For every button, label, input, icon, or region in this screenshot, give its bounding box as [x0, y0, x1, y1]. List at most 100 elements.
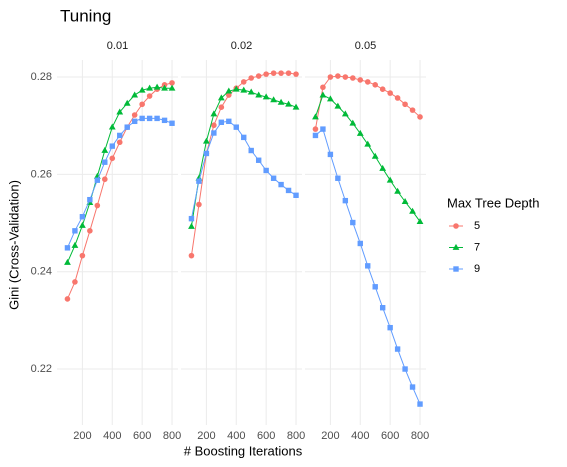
marker — [131, 118, 138, 125]
marker — [196, 201, 202, 208]
marker — [78, 221, 86, 228]
marker — [312, 113, 319, 120]
marker — [217, 94, 225, 101]
marker — [379, 86, 386, 92]
marker — [102, 176, 108, 183]
marker — [161, 84, 168, 91]
marker — [371, 152, 379, 159]
marker — [225, 87, 233, 94]
marker — [154, 115, 160, 122]
marker — [131, 112, 138, 118]
marker — [350, 75, 356, 81]
marker — [327, 74, 334, 80]
marker — [270, 70, 277, 76]
marker — [87, 228, 93, 234]
marker — [350, 219, 356, 226]
marker — [386, 176, 394, 183]
marker — [409, 384, 416, 390]
marker — [372, 82, 379, 88]
marker — [138, 86, 146, 93]
marker — [285, 187, 292, 194]
marker — [87, 196, 93, 203]
marker — [379, 305, 386, 311]
marker — [202, 137, 210, 144]
marker — [255, 157, 262, 163]
marker — [211, 130, 217, 136]
marker — [101, 146, 109, 153]
marker — [292, 103, 300, 110]
legend-marker — [452, 243, 460, 250]
x-tick-label: 600 — [381, 430, 399, 442]
marker — [394, 95, 401, 101]
marker — [327, 151, 334, 158]
marker — [248, 75, 255, 81]
marker — [402, 366, 408, 372]
marker — [139, 101, 145, 108]
marker — [416, 217, 424, 224]
facet-title: 0.05 — [355, 40, 376, 52]
marker — [285, 100, 292, 107]
legend-title: Max Tree Depth — [447, 195, 540, 210]
marker — [64, 296, 71, 302]
marker — [168, 84, 176, 91]
x-tick-label: 400 — [351, 430, 369, 442]
marker — [210, 110, 218, 117]
x-tick-label: 200 — [197, 430, 215, 442]
marker — [226, 118, 232, 125]
marker — [364, 140, 372, 147]
marker — [255, 91, 263, 98]
marker — [226, 92, 232, 98]
marker — [409, 207, 416, 214]
facet-title: 0.02 — [231, 40, 252, 52]
marker — [262, 93, 270, 100]
marker — [196, 178, 202, 184]
x-tick-label: 800 — [411, 430, 429, 442]
marker — [139, 115, 145, 122]
marker — [79, 214, 86, 220]
x-tick-label: 400 — [227, 430, 245, 442]
marker — [124, 124, 130, 130]
marker — [263, 71, 269, 77]
marker — [161, 117, 168, 124]
marker — [342, 197, 349, 204]
marker — [270, 175, 277, 181]
marker — [218, 104, 225, 111]
marker — [123, 99, 131, 106]
marker — [293, 192, 299, 198]
marker — [357, 240, 363, 247]
marker — [102, 159, 108, 165]
marker — [356, 129, 364, 136]
marker — [131, 91, 139, 98]
marker — [401, 198, 409, 205]
marker — [71, 241, 79, 248]
marker — [394, 346, 401, 352]
marker — [188, 215, 195, 222]
marker — [116, 108, 124, 115]
marker — [319, 91, 327, 98]
marker — [169, 80, 175, 86]
marker — [203, 150, 210, 157]
marker — [232, 85, 240, 92]
marker — [263, 167, 269, 174]
marker — [240, 79, 247, 85]
y-tick-label: 0.26 — [31, 168, 52, 180]
facet-title: 0.01 — [107, 40, 128, 52]
marker — [341, 110, 349, 117]
legend-label: 9 — [474, 263, 480, 275]
marker — [146, 84, 154, 91]
marker — [72, 279, 78, 285]
marker — [64, 245, 71, 251]
marker — [117, 132, 123, 139]
marker — [188, 222, 195, 229]
marker — [233, 124, 239, 130]
marker — [218, 119, 225, 125]
marker — [417, 401, 423, 407]
x-tick-label: 400 — [103, 430, 121, 442]
marker — [417, 114, 423, 120]
x-tick-label: 200 — [73, 430, 91, 442]
marker — [116, 139, 123, 146]
x-tick-label: 600 — [257, 430, 275, 442]
marker — [334, 102, 342, 109]
legend-label: 7 — [474, 241, 480, 253]
